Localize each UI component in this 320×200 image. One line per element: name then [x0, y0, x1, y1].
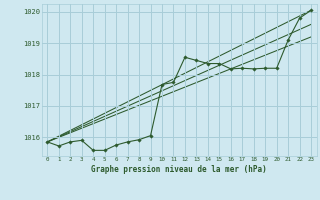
X-axis label: Graphe pression niveau de la mer (hPa): Graphe pression niveau de la mer (hPa) — [91, 165, 267, 174]
